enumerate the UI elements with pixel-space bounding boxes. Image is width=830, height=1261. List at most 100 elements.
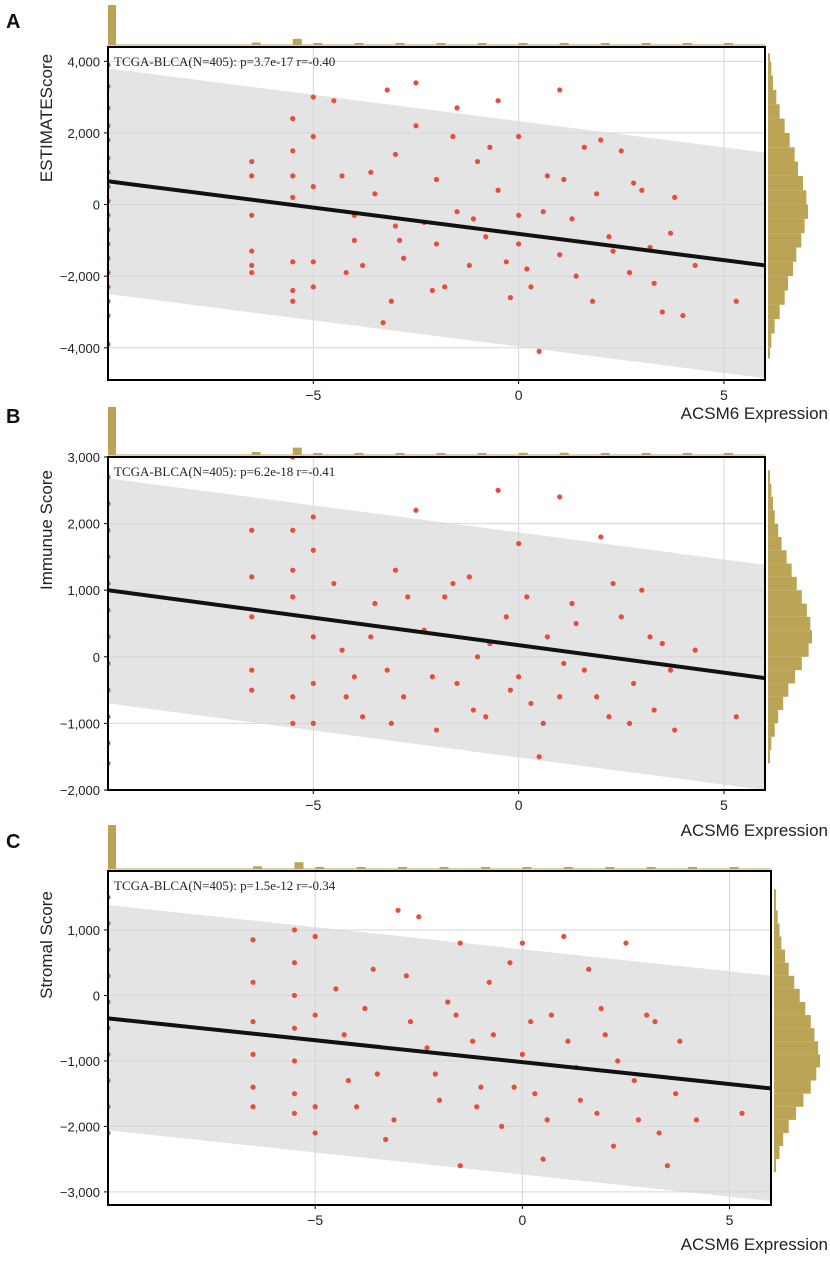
- data-point: [503, 614, 509, 620]
- data-point: [516, 241, 522, 247]
- y-axis-label: Stromal Score: [37, 891, 56, 999]
- y-histogram-bar: [768, 276, 788, 291]
- x-axis-label: ACSM6 Expression: [681, 404, 828, 423]
- y-histogram-bar: [774, 975, 795, 989]
- data-point: [516, 540, 522, 547]
- data-point: [429, 287, 435, 294]
- data-point: [291, 960, 298, 966]
- data-point: [290, 694, 296, 700]
- y-histogram-bar: [768, 590, 802, 604]
- data-point: [362, 1005, 368, 1012]
- y-histogram-bar: [774, 1067, 817, 1081]
- data-point: [290, 298, 296, 304]
- data-point: [249, 527, 255, 533]
- y-histogram-bar: [774, 1080, 811, 1094]
- x-histogram-bar: [436, 453, 446, 455]
- x-histogram-bar: [395, 453, 405, 455]
- x-histogram-bar: [436, 43, 446, 45]
- data-point: [594, 1110, 600, 1116]
- data-point: [331, 580, 337, 587]
- data-point: [290, 173, 296, 179]
- x-histogram-bar: [292, 447, 302, 455]
- data-point: [341, 1032, 347, 1038]
- data-point: [413, 80, 419, 86]
- data-point: [312, 1104, 318, 1110]
- y-histogram-bar: [768, 147, 795, 162]
- data-point: [528, 1019, 534, 1025]
- panel-c: TCGA-BLCA(N=405): p=1.5e-12 r=-0.34 −5 0 5 −…: [6, 825, 828, 1254]
- x-tick-label: 5: [726, 1212, 734, 1228]
- x-tick-label: −5: [305, 797, 321, 813]
- x-histogram-bar: [251, 452, 261, 455]
- data-point: [457, 940, 463, 946]
- data-point: [396, 237, 403, 243]
- data-point: [290, 287, 296, 294]
- x-histogram-bar: [600, 453, 610, 455]
- x-histogram-bar: [682, 453, 692, 455]
- y-histogram-bar: [768, 132, 790, 148]
- data-point: [310, 133, 316, 140]
- data-point: [499, 1123, 505, 1130]
- data-point: [507, 960, 513, 966]
- y-histogram-bar: [768, 510, 775, 524]
- data-point: [310, 284, 316, 290]
- y-histogram-bar: [768, 53, 770, 62]
- y-histogram-bar: [768, 496, 774, 511]
- y-histogram-bar: [774, 1119, 789, 1133]
- x-histogram-bar: [313, 453, 323, 455]
- data-point: [250, 1104, 256, 1110]
- data-point: [290, 148, 296, 154]
- data-point: [372, 191, 378, 197]
- data-point: [664, 1163, 671, 1169]
- y-histogram-bar: [768, 333, 772, 348]
- y-histogram-bar: [768, 347, 770, 359]
- data-point: [474, 158, 481, 165]
- y-histogram-bar: [774, 1028, 815, 1042]
- data-point: [290, 567, 296, 573]
- data-point: [692, 647, 698, 653]
- data-point: [544, 1117, 550, 1123]
- y-tick-label: 0: [93, 650, 100, 665]
- y-histogram-bar: [774, 1041, 819, 1055]
- data-point: [312, 1012, 318, 1018]
- x-tick-label: −5: [307, 1212, 323, 1228]
- x-tick-label: −5: [305, 387, 321, 403]
- x-histogram-bar: [108, 5, 116, 45]
- data-point: [424, 1045, 430, 1051]
- x-histogram-bar: [723, 453, 733, 455]
- y-histogram-bar: [768, 710, 779, 724]
- data-point: [486, 979, 492, 985]
- data-point: [312, 1130, 318, 1136]
- data-point: [249, 212, 255, 218]
- data-point: [606, 234, 612, 240]
- y-histogram-bar: [774, 1146, 780, 1160]
- x-histogram-bar: [641, 453, 651, 455]
- data-point: [652, 1019, 658, 1025]
- y-histogram-bar: [768, 736, 772, 751]
- data-point: [290, 720, 296, 727]
- y-histogram-bar: [774, 910, 778, 924]
- data-point: [631, 180, 637, 186]
- y-tick-label: −1,000: [60, 716, 100, 731]
- data-point: [249, 158, 255, 165]
- data-point: [442, 594, 448, 600]
- y-histogram-bar: [768, 616, 811, 631]
- stats-annotation: TCGA-BLCA(N=405): p=6.2e-18 r=-0.41: [114, 464, 335, 479]
- data-point: [516, 133, 522, 140]
- y-histogram-bar: [768, 118, 785, 133]
- data-point: [532, 1091, 538, 1097]
- data-point: [413, 123, 419, 129]
- y-histogram-bar: [768, 190, 807, 205]
- data-point: [310, 184, 316, 190]
- data-point: [249, 687, 255, 693]
- data-point: [413, 507, 419, 513]
- data-point: [249, 269, 255, 276]
- y-histogram-bar: [774, 962, 789, 976]
- x-histogram-bar: [688, 867, 698, 869]
- data-point: [495, 98, 501, 104]
- regression-line: [108, 179, 765, 268]
- data-point: [359, 262, 366, 269]
- x-histogram-bar: [356, 867, 366, 869]
- data-point: [618, 148, 624, 154]
- data-point: [540, 1156, 546, 1162]
